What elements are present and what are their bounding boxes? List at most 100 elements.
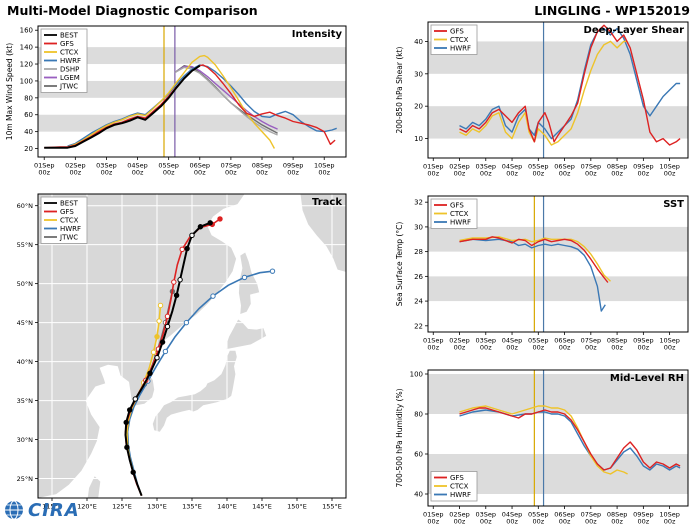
best-track-point	[177, 277, 183, 283]
svg-text:00z: 00z	[532, 170, 544, 178]
svg-text:00z: 00z	[559, 344, 571, 352]
sst-panel: 22 24 26 28 30 32 01Sep 00z 02Sep 00z 03Sep 00z 04Se…	[395, 195, 689, 352]
svg-text:00z: 00z	[454, 170, 466, 178]
svg-text:10Sep: 10Sep	[659, 511, 680, 519]
svg-text:120: 120	[20, 61, 33, 69]
svg-text:140: 140	[20, 44, 33, 52]
best-track-point	[173, 292, 180, 299]
svg-text:08Sep: 08Sep	[252, 162, 273, 170]
best-track-line	[124, 221, 211, 497]
svg-text:00z: 00z	[427, 518, 439, 525]
svg-text:00z: 00z	[585, 518, 597, 525]
svg-text:00z: 00z	[480, 344, 492, 352]
svg-text:00z: 00z	[480, 170, 492, 178]
rh-panel: 40 60 80 100 01Sep 00z 02Sep 00z 03Sep 00z 04Sep 00…	[395, 369, 689, 525]
svg-text:130°E: 130°E	[147, 503, 167, 511]
storm-title: LINGLING - WP152019	[534, 3, 690, 18]
svg-text:06Sep: 06Sep	[554, 337, 575, 345]
svg-text:145°E: 145°E	[252, 503, 272, 511]
best-track-point	[154, 354, 160, 361]
svg-text:100: 100	[20, 77, 33, 85]
svg-text:00z: 00z	[480, 518, 492, 525]
svg-text:00z: 00z	[638, 170, 650, 178]
svg-text:00z: 00z	[506, 170, 518, 178]
ctcx-line	[459, 40, 628, 146]
svg-text:CTCX: CTCX	[450, 36, 469, 44]
land-mass	[87, 476, 101, 498]
sst-series	[459, 236, 611, 312]
best-track-point	[184, 245, 190, 252]
land-mass	[38, 194, 245, 498]
svg-text:02Sep: 02Sep	[449, 337, 470, 345]
svg-text:135°E: 135°E	[182, 503, 202, 511]
plot-border	[427, 369, 689, 507]
svg-text:60: 60	[414, 451, 423, 459]
svg-text:09Sep: 09Sep	[283, 162, 304, 170]
best-track-point	[197, 224, 204, 230]
svg-text:28: 28	[414, 248, 423, 256]
svg-text:00z: 00z	[559, 170, 571, 178]
svg-text:05Sep: 05Sep	[528, 511, 549, 519]
track-panel-title: Track	[312, 197, 342, 208]
svg-text:24: 24	[414, 298, 423, 306]
svg-text:GFS: GFS	[60, 40, 74, 48]
ctcx-track-point	[150, 349, 157, 355]
svg-text:45°N: 45°N	[17, 319, 34, 327]
sst-chart: 22242628303201Sep00z02Sep00z03Sep00z04Se…	[395, 195, 689, 352]
gfs-line	[459, 236, 609, 283]
gfs-track-point	[217, 216, 223, 222]
hwrf-track-point	[183, 319, 190, 326]
svg-text:20: 20	[24, 145, 33, 153]
svg-text:00z: 00z	[532, 344, 544, 352]
sst-y-label: Sea Surface Temp (°C)	[395, 222, 404, 307]
svg-text:00z: 00z	[611, 518, 623, 525]
svg-text:03Sep: 03Sep	[96, 162, 117, 170]
svg-text:120°E: 120°E	[77, 503, 97, 511]
svg-text:08Sep: 08Sep	[607, 337, 628, 345]
category-bands	[38, 47, 346, 132]
svg-text:CTCX: CTCX	[60, 217, 79, 225]
shear-chart: 1020304001Sep00z02Sep00z03Sep00z04Sep00z…	[395, 21, 689, 178]
ctcx-track-point	[154, 333, 160, 340]
category-bands	[428, 41, 688, 139]
hwrf-track-point	[269, 268, 276, 274]
land-masses	[38, 194, 346, 498]
svg-text:100: 100	[410, 371, 423, 379]
svg-text:00z: 00z	[194, 169, 206, 177]
svg-text:09Sep: 09Sep	[633, 337, 654, 345]
svg-text:25°N: 25°N	[17, 475, 34, 483]
gfs-line	[459, 24, 681, 146]
y-axis: 22 24 26 28 30 32	[414, 199, 428, 330]
svg-text:02Sep: 02Sep	[449, 163, 470, 171]
x-axis: 01Sep00z02Sep00z03Sep00z04Sep00z05Sep00z…	[423, 332, 680, 352]
shear-panel: 10 20 30 40 01Sep 00z 02Sep 00z 03Sep 00z 04Sep 00z…	[395, 21, 689, 178]
plot-border	[427, 21, 689, 159]
lgem-line	[174, 65, 278, 130]
lon-axis: 115°E 120°E 125°E 130°E 135°E 140°E 145°E 150°E…	[42, 498, 342, 511]
best-track-point	[132, 396, 139, 402]
svg-text:01Sep: 01Sep	[423, 511, 444, 519]
svg-text:JTWC: JTWC	[59, 234, 78, 242]
svg-text:00z: 00z	[256, 169, 268, 177]
y-axis: 20 40 60 80 100 120 140 160	[20, 27, 38, 153]
gfs-line	[459, 407, 681, 471]
svg-text:00z: 00z	[506, 518, 518, 525]
hwrf-track-point	[241, 274, 248, 281]
hwrf-line	[459, 409, 681, 471]
svg-text:04Sep: 04Sep	[127, 162, 148, 170]
track-lines	[123, 216, 276, 497]
svg-text:00z: 00z	[559, 518, 571, 525]
svg-text:HWRF: HWRF	[450, 219, 471, 227]
svg-text:30°N: 30°N	[17, 436, 34, 444]
best-track-point	[130, 469, 136, 475]
land-mass	[300, 194, 346, 272]
svg-text:03Sep: 03Sep	[476, 163, 497, 171]
sst-panel-title: SST	[663, 199, 684, 210]
svg-text:07Sep: 07Sep	[221, 162, 242, 170]
svg-text:00z: 00z	[427, 344, 439, 352]
svg-text:115°E: 115°E	[42, 503, 62, 511]
hwrf-line	[67, 64, 337, 147]
best-track-point	[189, 232, 195, 239]
